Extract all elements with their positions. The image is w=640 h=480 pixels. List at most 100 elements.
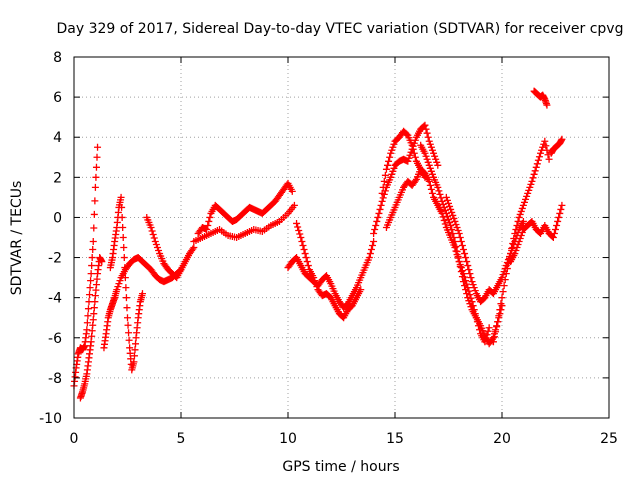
data-point (90, 310, 98, 318)
data-point (384, 161, 392, 169)
data-point (452, 243, 460, 251)
x-tick-label: 15 (386, 431, 404, 447)
x-tick-label: 5 (177, 431, 186, 447)
data-point (542, 142, 550, 150)
x-tick-label: 10 (279, 431, 297, 447)
x-tick-label: 0 (70, 431, 79, 447)
data-point (138, 290, 146, 298)
y-tick-label: -8 (48, 371, 62, 387)
data-point (125, 336, 133, 344)
data-point (519, 201, 527, 209)
data-point (411, 177, 419, 185)
data-point (500, 282, 508, 290)
data-point (461, 282, 469, 290)
data-point (463, 290, 471, 298)
data-point (311, 277, 319, 285)
data-point (122, 294, 130, 302)
data-point (517, 231, 525, 239)
series-sat-b (76, 254, 106, 402)
data-point (510, 235, 518, 243)
data-point (466, 270, 474, 278)
data-point (313, 283, 321, 291)
data-point (428, 170, 436, 178)
data-point (455, 258, 463, 266)
data-point (452, 220, 460, 228)
data-point (378, 197, 386, 205)
data-point (303, 258, 311, 266)
data-point (421, 149, 429, 157)
data-point (441, 206, 449, 214)
data-point (539, 143, 547, 151)
data-point (514, 241, 522, 249)
data-point (93, 153, 101, 161)
data-point (423, 155, 431, 163)
x-axis-ticks: 0 5 10 15 20 25 (70, 57, 618, 447)
data-point (440, 203, 448, 211)
data-point (456, 234, 464, 241)
data-point (497, 300, 505, 308)
data-point (119, 234, 127, 241)
data-point (147, 223, 155, 231)
data-point (427, 143, 435, 151)
data-point (446, 202, 454, 210)
data-point (446, 218, 454, 226)
data-point (509, 240, 517, 248)
data-point (90, 304, 98, 312)
data-point (89, 246, 97, 254)
data-point (380, 177, 388, 185)
data-point (87, 277, 95, 285)
data-point (114, 283, 122, 291)
series-sat-o (489, 137, 553, 346)
data-point (441, 220, 449, 228)
data-point (297, 234, 305, 241)
data-point (381, 171, 389, 179)
data-point (386, 153, 394, 161)
data-point (425, 137, 433, 145)
series-sat-d (106, 193, 146, 374)
y-tick-label: 8 (53, 50, 62, 66)
data-point (118, 213, 126, 221)
data-point (90, 224, 98, 232)
data-point (438, 197, 446, 205)
data-point (465, 297, 473, 305)
data-point (545, 155, 553, 163)
data-point (535, 153, 543, 161)
data-point (511, 250, 519, 258)
data-point (450, 234, 458, 241)
data-point (471, 287, 479, 295)
data-point (189, 245, 197, 253)
data-point (503, 265, 511, 273)
data-point (558, 201, 566, 209)
data-point (116, 277, 124, 285)
data-point (388, 146, 396, 154)
data-point (464, 294, 472, 302)
data-point (87, 270, 95, 278)
data-point (302, 254, 310, 262)
y-tick-label: 0 (53, 210, 62, 226)
data-point (379, 183, 387, 191)
data-point (312, 280, 320, 288)
data-point (91, 183, 99, 191)
data-point (90, 210, 98, 218)
chart-title: Day 329 of 2017, Sidereal Day-to-day VTE… (57, 21, 624, 37)
data-point (556, 209, 564, 217)
data-point (88, 262, 96, 270)
data-point (453, 223, 461, 231)
data-point (515, 238, 523, 246)
data-point (451, 238, 459, 246)
data-point (294, 223, 302, 231)
data-point (557, 205, 565, 213)
data-point (422, 152, 430, 160)
data-point (377, 201, 385, 209)
y-axis-ticks: -10 -8 -6 -4 -2 0 2 4 6 8 (39, 50, 609, 427)
data-point (427, 167, 435, 175)
data-point (434, 183, 442, 191)
data-point (424, 133, 432, 141)
data-point (466, 300, 474, 308)
data-point (425, 177, 433, 185)
data-point (91, 298, 99, 306)
data-point (149, 230, 157, 238)
data-point (516, 235, 524, 243)
data-point (152, 241, 160, 249)
data-point (511, 229, 519, 237)
